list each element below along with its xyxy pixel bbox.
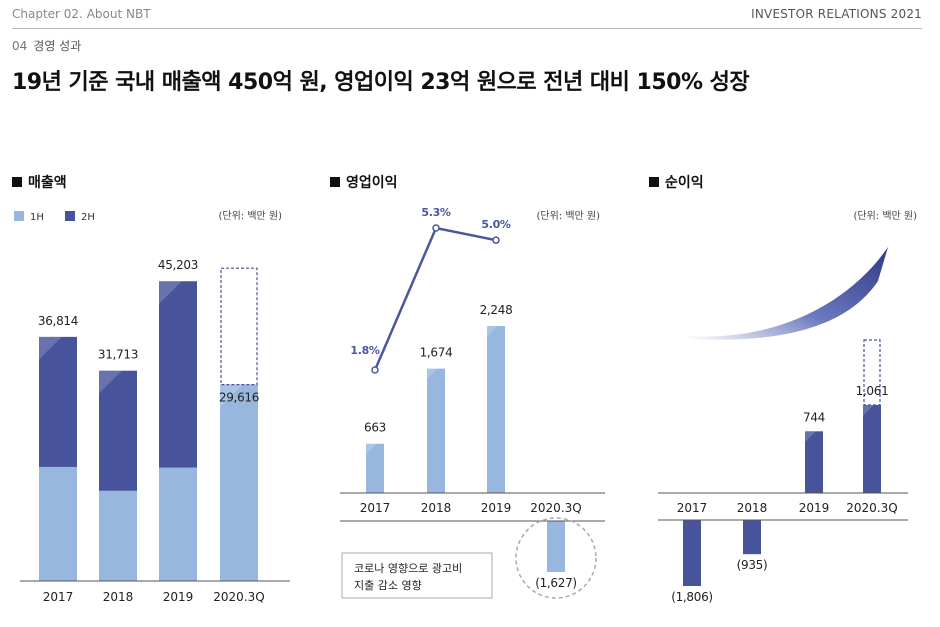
revenue-bar-1h-2019 (159, 467, 197, 581)
op-value-label-2019: 2,248 (480, 303, 513, 317)
revenue-x-tick-2017: 2017 (43, 590, 74, 604)
op-callout-circle (515, 517, 597, 599)
chapter-label: Chapter 02. About NBT (12, 7, 151, 21)
op-bar-2020.3Q (547, 521, 565, 572)
legend-1h-label: 1H (30, 212, 44, 223)
revenue-value-label-2018: 31,713 (98, 348, 138, 362)
op-bar-2017 (366, 443, 384, 493)
revenue-bar-sheen-2020.3Q (220, 384, 243, 408)
legend-2h-label: 2H (81, 212, 95, 223)
revenue-value-label-2019: 45,203 (158, 258, 198, 272)
ni-x-tick-2018: 2018 (737, 501, 768, 515)
op-value-label-2017: 663 (364, 421, 386, 435)
revenue-bar-1h-2017 (39, 466, 77, 581)
revenue-bar-1h-2020.3Q (220, 384, 258, 581)
ni-title-marker (649, 177, 659, 187)
op-callout-line-1: 코로나 영향으로 광고비 (354, 562, 462, 575)
op-chart-title: 영업이익 (346, 174, 398, 191)
revenue-bar-sheen-2019 (159, 281, 182, 305)
ni-unit: (단위: 백만 원) (853, 209, 917, 222)
ni-bars: (1,806) 2017 (935) 2018 744 2019 1,061 2020.3Q (671, 339, 898, 604)
op-bar-2019 (487, 326, 505, 493)
revenue-chart: 매출액 1H 2H (단위: 백만 원) 36,814 2017 31,713 201… (12, 174, 290, 604)
ni-value-label-2018: (935) (737, 558, 768, 572)
revenue-bars: 36,814 2017 31,713 2018 45,203 2019 29,616 2020… (38, 258, 265, 604)
header-divider (12, 28, 922, 29)
section-number: 04 (12, 39, 28, 53)
legend-2h-swatch (65, 211, 75, 221)
revenue-chart-title: 매출액 (28, 174, 67, 191)
ni-x-tick-2017: 2017 (677, 501, 708, 515)
revenue-bar-1h-2018 (99, 490, 137, 581)
revenue-title-marker (12, 177, 22, 187)
op-bar-sheen-2018 (427, 368, 438, 380)
op-value-label-2020.3Q: (1,627) (535, 576, 577, 590)
ni-bar-2017 (683, 520, 701, 586)
op-margin-label-2018: 5.3% (421, 206, 451, 219)
legend-1h-swatch (14, 211, 24, 221)
op-title-marker (330, 177, 340, 187)
op-margin-label-2017: 1.8% (350, 344, 380, 357)
section-heading: 04 경영 성과 (12, 37, 81, 54)
ni-x-tick-2019: 2019 (799, 501, 830, 515)
ni-value-label-2019: 744 (803, 410, 825, 424)
op-callout-box (341, 552, 493, 599)
op-unit: (단위: 백만 원) (536, 209, 600, 222)
ni-value-label-2020.3Q: 1,061 (856, 384, 889, 398)
net-income-chart: 순이익 (단위: 백만 원) (1,806) 2017 (935) 2018 744 20… (649, 174, 917, 604)
op-x-tick-2020.3Q: 2020.3Q (530, 501, 581, 515)
ni-projection-outline (863, 339, 881, 406)
revenue-projection-outline (220, 267, 258, 386)
ni-x-tick-2020.3Q: 2020.3Q (846, 501, 897, 515)
page-title: 19년 기준 국내 매출액 450억 원, 영업이익 23억 원으로 전년 대비… (12, 70, 750, 95)
op-x-tick-2019: 2019 (481, 501, 512, 515)
ni-bar-2020.3Q (863, 405, 881, 493)
revenue-x-tick-2019: 2019 (163, 590, 194, 604)
op-margin-point-2017 (371, 366, 379, 374)
op-margin-line: 1.8% 5.3% 5.0% (350, 206, 511, 374)
revenue-bar-sheen-2017 (39, 336, 62, 360)
ni-bar-2019 (805, 431, 823, 493)
revenue-bar-2h-2017 (39, 336, 77, 467)
op-margin-label-2019: 5.0% (481, 218, 511, 231)
revenue-value-label-2017: 36,814 (38, 314, 78, 328)
op-bar-2018 (427, 368, 445, 493)
op-margin-point-2018 (432, 224, 440, 232)
report-label: INVESTOR RELATIONS 2021 (751, 7, 922, 21)
revenue-bar-2h-2018 (99, 370, 137, 491)
op-margin-point-2019 (492, 236, 500, 244)
op-value-label-2018: 1,674 (420, 346, 453, 360)
op-x-tick-2017: 2017 (360, 501, 391, 515)
revenue-x-tick-2018: 2018 (103, 590, 134, 604)
op-bar-sheen-2019 (487, 326, 498, 337)
revenue-value-label-2020.3Q: 29,616 (219, 391, 259, 405)
op-bar-sheen-2017 (366, 443, 377, 455)
revenue-unit: (단위: 백만 원) (218, 209, 282, 222)
revenue-bar-sheen-2018 (99, 370, 122, 394)
ni-bar-sheen-2020.3Q (863, 405, 874, 416)
operating-profit-chart: 영업이익 (단위: 백만 원) 663 2017 1,674 2018 2,248 201… (330, 174, 605, 599)
op-bars: 663 2017 1,674 2018 2,248 2019 (1,627) 2020.3Q (360, 303, 582, 590)
ni-chart-title: 순이익 (665, 174, 704, 191)
growth-arrow (688, 247, 888, 340)
ni-bar-sheen-2019 (805, 431, 816, 443)
op-x-tick-2018: 2018 (421, 501, 452, 515)
ni-value-label-2017: (1,806) (671, 590, 713, 604)
ni-bar-2018 (743, 520, 761, 555)
revenue-x-tick-2020.3Q: 2020.3Q (213, 590, 264, 604)
revenue-bar-2h-2019 (159, 281, 197, 468)
section-label: 경영 성과 (33, 39, 82, 53)
op-callout-line-2: 지출 감소 영향 (354, 579, 422, 592)
